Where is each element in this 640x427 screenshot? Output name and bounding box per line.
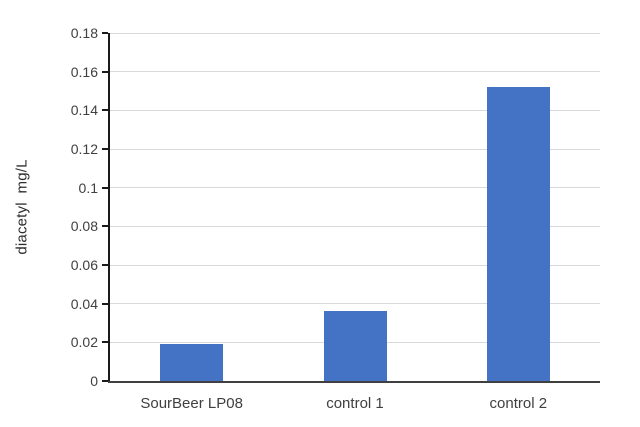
y-axis-tick-mark bbox=[102, 302, 108, 305]
gridline bbox=[110, 187, 600, 189]
y-axis-tick-mark bbox=[102, 186, 108, 189]
y-axis-tick-mark bbox=[102, 225, 108, 228]
y-axis-line bbox=[108, 33, 110, 383]
gridline bbox=[110, 148, 600, 150]
y-axis-tick-label: 0.02 bbox=[70, 334, 98, 351]
gridline bbox=[110, 71, 600, 73]
y-axis-tick-mark bbox=[102, 109, 108, 112]
y-axis-tick-label: 0.16 bbox=[70, 63, 98, 80]
y-axis-tick-label: 0.18 bbox=[70, 25, 98, 41]
bar-control-1 bbox=[323, 311, 387, 381]
x-axis-label: control 2 bbox=[489, 395, 548, 412]
y-axis-title: diacetyl mg/L bbox=[13, 159, 31, 255]
x-axis-label: SourBeer LP08 bbox=[140, 395, 243, 412]
y-axis-tick-mark bbox=[102, 70, 108, 73]
y-axis-tick-mark bbox=[102, 264, 108, 266]
y-axis-tick-label: 0.08 bbox=[70, 218, 98, 235]
bar-control-2 bbox=[486, 87, 550, 381]
gridline bbox=[110, 303, 600, 305]
y-axis-tick-label: 0.06 bbox=[70, 257, 98, 273]
y-axis-tick-mark bbox=[102, 341, 108, 344]
gridline bbox=[110, 109, 600, 111]
y-axis-tick-label: 0.12 bbox=[70, 141, 98, 157]
x-axis-line bbox=[108, 381, 600, 383]
y-axis-tick-label: 0.14 bbox=[70, 102, 98, 119]
gridline bbox=[110, 264, 600, 266]
y-axis-tick-mark bbox=[102, 32, 108, 34]
y-axis-tick-mark bbox=[102, 380, 108, 382]
y-axis-tick-mark bbox=[102, 148, 108, 150]
y-axis-tick-label: 0.04 bbox=[70, 295, 98, 312]
x-axis-label: control 1 bbox=[326, 395, 384, 412]
gridline bbox=[110, 32, 600, 34]
y-axis-tick-label: 0 bbox=[90, 373, 98, 389]
gridline bbox=[110, 225, 600, 227]
bar-sourbeer-lp08 bbox=[160, 344, 224, 381]
y-axis-tick-label: 0.1 bbox=[78, 179, 98, 196]
